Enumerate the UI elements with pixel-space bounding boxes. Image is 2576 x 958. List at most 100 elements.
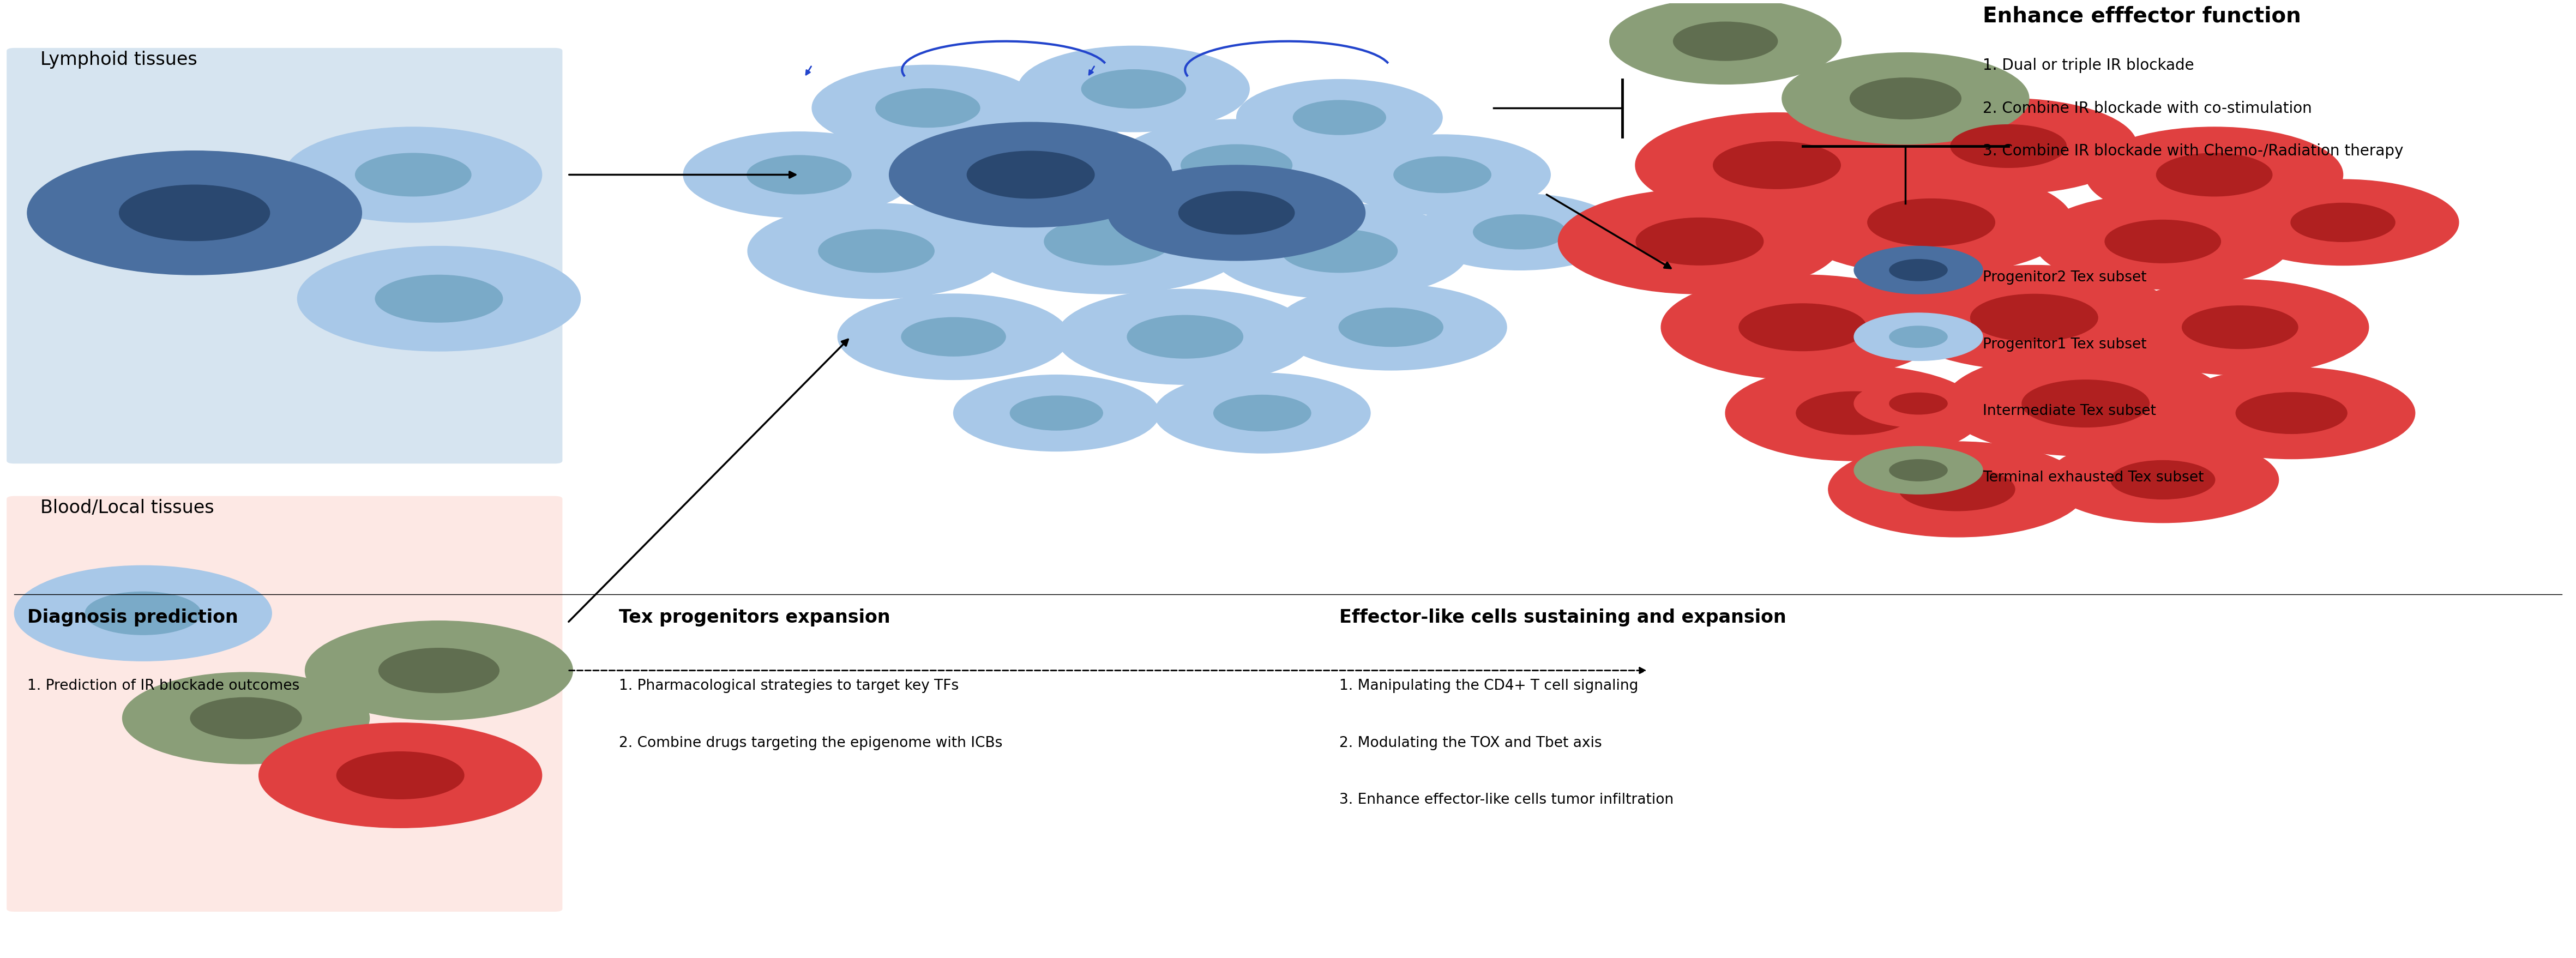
Text: 2. Modulating the TOX and Tbet axis: 2. Modulating the TOX and Tbet axis (1340, 736, 1602, 750)
Circle shape (1558, 189, 1842, 294)
Circle shape (118, 185, 270, 240)
Circle shape (1293, 101, 1386, 135)
Circle shape (2022, 380, 2148, 427)
Circle shape (1850, 78, 1960, 119)
Circle shape (953, 375, 1159, 451)
Circle shape (1726, 365, 1984, 461)
Circle shape (1829, 442, 2087, 537)
Text: 2. Combine IR blockade with co-stimulation: 2. Combine IR blockade with co-stimulati… (1984, 101, 2311, 116)
Circle shape (747, 203, 1005, 299)
FancyBboxPatch shape (8, 48, 562, 464)
Circle shape (1056, 289, 1314, 384)
Circle shape (2105, 220, 2221, 262)
Circle shape (837, 294, 1069, 379)
Circle shape (1043, 217, 1172, 265)
Circle shape (1334, 135, 1551, 215)
Circle shape (902, 317, 1005, 356)
Circle shape (1180, 145, 1293, 186)
Circle shape (1340, 308, 1443, 347)
Circle shape (1154, 373, 1370, 453)
Circle shape (1636, 113, 1919, 217)
Circle shape (1888, 460, 1947, 481)
Circle shape (2048, 437, 2280, 523)
Circle shape (1010, 396, 1103, 430)
Circle shape (283, 127, 541, 222)
Circle shape (258, 723, 541, 828)
Circle shape (1211, 203, 1468, 299)
Circle shape (966, 189, 1249, 294)
FancyBboxPatch shape (8, 496, 562, 912)
Circle shape (2087, 127, 2344, 222)
Text: Lymphoid tissues: Lymphoid tissues (41, 51, 196, 69)
Circle shape (819, 230, 935, 272)
Circle shape (191, 697, 301, 739)
Text: 2. Combine drugs targeting the epigenome with ICBs: 2. Combine drugs targeting the epigenome… (618, 736, 1002, 750)
Circle shape (28, 151, 361, 275)
Circle shape (15, 565, 270, 661)
Circle shape (355, 153, 471, 196)
Text: 1. Pharmacological strategies to target key TFs: 1. Pharmacological strategies to target … (618, 678, 958, 693)
Circle shape (1417, 194, 1623, 270)
Circle shape (1636, 217, 1765, 265)
Circle shape (683, 132, 914, 217)
Circle shape (1275, 285, 1507, 370)
Text: Intermediate Tex subset: Intermediate Tex subset (1984, 404, 2156, 419)
Circle shape (1893, 265, 2177, 370)
Circle shape (1394, 157, 1492, 193)
Circle shape (1888, 260, 1947, 281)
Text: 1. Prediction of IR blockade outcomes: 1. Prediction of IR blockade outcomes (28, 678, 299, 693)
Text: 1. Dual or triple IR blockade: 1. Dual or triple IR blockade (1984, 57, 2195, 73)
Circle shape (2112, 280, 2370, 375)
Text: Blood/Local tissues: Blood/Local tissues (41, 499, 214, 517)
Text: Tex progenitors expansion: Tex progenitors expansion (618, 608, 891, 627)
Circle shape (889, 123, 1172, 227)
Circle shape (1855, 246, 1984, 294)
Circle shape (811, 65, 1043, 151)
Circle shape (2156, 153, 2272, 196)
Text: Effector-like cells sustaining and expansion: Effector-like cells sustaining and expan… (1340, 608, 1788, 627)
Circle shape (2236, 393, 2347, 434)
Circle shape (2182, 306, 2298, 349)
Circle shape (1888, 326, 1947, 348)
Circle shape (1783, 53, 2030, 145)
Circle shape (966, 151, 1095, 198)
Circle shape (1971, 294, 2097, 341)
Circle shape (1283, 230, 1396, 272)
Circle shape (1113, 120, 1360, 211)
Circle shape (1213, 395, 1311, 431)
Circle shape (1018, 46, 1249, 132)
Circle shape (876, 89, 979, 127)
Circle shape (1790, 170, 2074, 275)
Circle shape (1888, 393, 1947, 414)
Circle shape (1855, 379, 1984, 427)
Circle shape (124, 673, 368, 764)
Circle shape (1236, 80, 1443, 155)
Circle shape (1880, 99, 2138, 194)
Circle shape (2290, 203, 2396, 241)
Circle shape (1662, 275, 1945, 379)
Circle shape (1950, 125, 2066, 168)
Circle shape (379, 649, 500, 693)
Circle shape (1795, 392, 1911, 435)
Circle shape (85, 592, 201, 635)
Circle shape (2110, 461, 2215, 499)
Text: Enhance efffector function: Enhance efffector function (1984, 6, 2300, 27)
Circle shape (1739, 304, 1865, 351)
Circle shape (1674, 22, 1777, 60)
Circle shape (2035, 194, 2293, 289)
Text: Diagnosis prediction: Diagnosis prediction (28, 608, 237, 627)
Circle shape (296, 246, 580, 351)
Circle shape (1082, 70, 1185, 108)
Text: 1. Manipulating the CD4+ T cell signaling: 1. Manipulating the CD4+ T cell signalin… (1340, 678, 1638, 693)
Circle shape (304, 621, 572, 720)
Circle shape (1855, 446, 1984, 494)
Circle shape (948, 134, 1064, 177)
Circle shape (1108, 165, 1365, 261)
Circle shape (2228, 179, 2458, 265)
Circle shape (2169, 367, 2414, 459)
Circle shape (876, 108, 1133, 203)
Circle shape (1128, 315, 1244, 358)
Circle shape (1713, 142, 1839, 189)
Circle shape (337, 752, 464, 799)
Text: 3. Combine IR blockade with Chemo-/Radiation therapy: 3. Combine IR blockade with Chemo-/Radia… (1984, 144, 2403, 159)
